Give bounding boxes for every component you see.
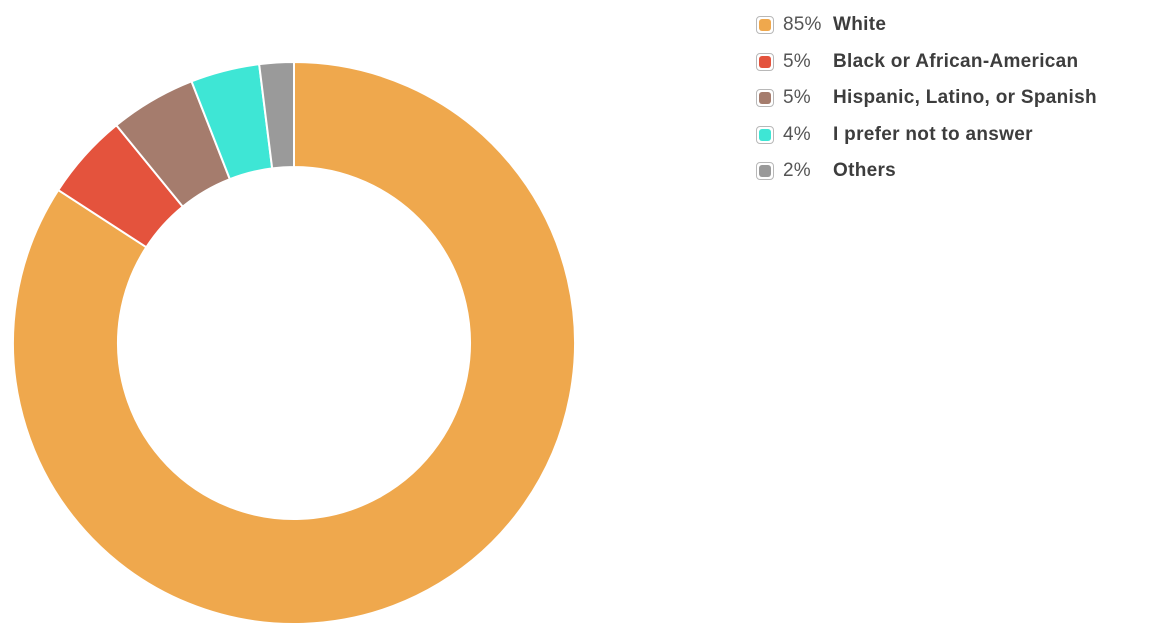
legend-percent: 4%: [783, 123, 811, 145]
legend-item-others[interactable]: 2% Others: [756, 153, 1097, 190]
legend-swatch: [756, 52, 774, 71]
legend-label: I prefer not to answer: [833, 123, 1033, 145]
donut-slice-others[interactable]: [258, 61, 295, 170]
chart-legend: 85% White 5% Black or African-American 5…: [756, 7, 1097, 190]
legend-percent: 2%: [783, 160, 811, 182]
legend-label: Hispanic, Latino, or Spanish: [833, 87, 1097, 109]
legend-label: White: [833, 14, 887, 36]
legend-swatch: [756, 16, 774, 35]
legend-percent: 85%: [783, 14, 822, 36]
legend-item-i-prefer-not-to-answer[interactable]: 4% I prefer not to answer: [756, 117, 1097, 154]
legend-swatch: [756, 125, 774, 144]
legend-swatch: [756, 162, 774, 181]
donut-chart: [12, 61, 576, 625]
legend-label: Black or African-American: [833, 50, 1079, 72]
donut-slice-white[interactable]: [12, 61, 576, 625]
legend-item-hispanic-latino-or-spanish[interactable]: 5% Hispanic, Latino, or Spanish: [756, 80, 1097, 117]
legend-swatch: [756, 89, 774, 108]
legend-percent: 5%: [783, 50, 811, 72]
legend-percent: 5%: [783, 87, 811, 109]
legend-item-black-or-african-american[interactable]: 5% Black or African-American: [756, 44, 1097, 81]
legend-item-white[interactable]: 85% White: [756, 7, 1097, 44]
legend-label: Others: [833, 160, 897, 182]
